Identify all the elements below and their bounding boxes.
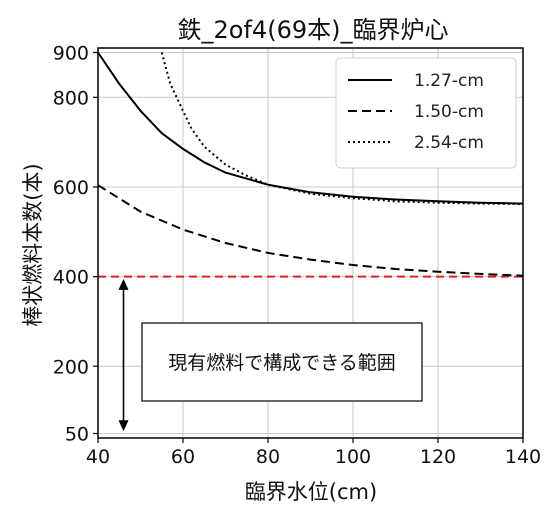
ticks-layer: 40 60 80 100 120 140 50 200 400 600 800 900 [53, 42, 541, 468]
y-axis-title: 棒状燃料本数(本) [21, 163, 45, 326]
legend-label: 1.27-cm [414, 71, 484, 91]
x-tick-label: 80 [256, 446, 280, 468]
x-tick-label: 40 [86, 446, 110, 468]
annotation-text: 現有燃料で構成できる範囲 [168, 352, 396, 374]
y-tick-label: 50 [65, 424, 89, 446]
x-axis-title: 臨界水位(cm) [245, 480, 377, 504]
series-layer [97, 51, 524, 277]
legend: 1.27-cm 1.50-cm 2.54-cm [335, 57, 517, 169]
series-line-1.27-cm [97, 51, 524, 205]
legend-label: 2.54-cm [414, 133, 484, 153]
x-tick-label: 120 [420, 446, 456, 468]
plot-frame [97, 47, 524, 439]
series-line-2.54-cm [160, 52, 524, 205]
annotation-layer: 現有燃料で構成できる範囲 [118, 278, 423, 432]
range-arrow-head-up [118, 278, 129, 290]
y-tick-label: 800 [53, 87, 89, 109]
y-tick-label: 400 [53, 267, 89, 289]
y-tick-label: 200 [53, 356, 89, 378]
legend-box [335, 57, 517, 169]
y-tick-label: 900 [53, 42, 89, 64]
x-tick-label: 100 [335, 446, 371, 468]
x-tick-label: 140 [505, 446, 541, 468]
chart-title: 鉄_2of4(69本)_臨界炉心 [178, 16, 449, 44]
x-tick-label: 60 [171, 446, 195, 468]
legend-label: 1.50-cm [414, 102, 484, 122]
y-tick-label: 600 [53, 177, 89, 199]
annotation-box [141, 322, 423, 402]
range-arrow-head-down [118, 420, 129, 432]
series-line-1.50-cm [97, 184, 524, 277]
